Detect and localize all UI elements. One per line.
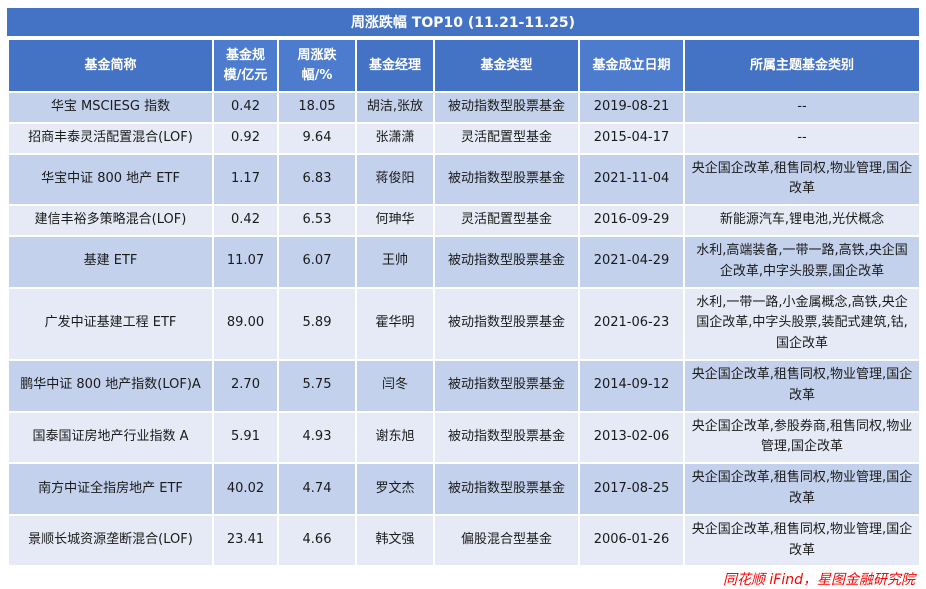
column-header: 基金类型 [433, 38, 580, 93]
weekly-change-cell: 4.66 [277, 513, 357, 568]
fund-manager-cell: 张潇潇 [355, 121, 435, 155]
table-row: 南方中证全指房地产 ETF 40.02 4.74 罗文杰 被动指数型股票基金 2017-0… [7, 462, 921, 516]
table-row: 华宝 MSCIESG 指数 0.42 18.05 胡洁,张放 被动指数型股票基金 2019… [7, 91, 921, 124]
fund-manager-cell: 霍华明 [355, 286, 435, 361]
fund-manager-cell: 闫冬 [355, 358, 435, 413]
fund-scale-cell: 89.00 [212, 286, 279, 361]
fund-scale-cell: 0.42 [212, 91, 279, 124]
fund-scale-cell: 2.70 [212, 358, 279, 413]
fund-type-cell: 灵活配置型基金 [433, 204, 580, 237]
fund-scale-cell: 0.42 [212, 204, 279, 237]
theme-category-cell: 央企国企改革,参股券商,租售同权,物业管理,国企改革 [683, 410, 921, 465]
column-header: 基金规模/亿元 [212, 38, 279, 93]
fund-type-cell: 被动指数型股票基金 [433, 286, 580, 361]
fund-type-cell: 偏股混合型基金 [433, 513, 580, 568]
fund-manager-cell: 胡洁,张放 [355, 91, 435, 124]
fund-manager-cell: 王帅 [355, 234, 435, 289]
theme-category-cell: 央企国企改革,租售同权,物业管理,国企改革 [683, 513, 921, 568]
fund-name-cell: 基建 ETF [7, 234, 214, 289]
fund-manager-cell: 何珅华 [355, 204, 435, 237]
column-header: 基金成立日期 [578, 38, 685, 93]
inception-date-cell: 2014-09-12 [578, 358, 685, 413]
table-row: 招商丰泰灵活配置混合(LOF) 0.92 9.64 张潇潇 灵活配置型基金 2015-04… [7, 121, 921, 155]
theme-category-cell: 水利,高端装备,一带一路,高铁,央企国企改革,中字头股票,国企改革 [683, 234, 921, 289]
table-row: 景顺长城资源垄断混合(LOF) 23.41 4.66 韩文强 偏股混合型基金 2006-0… [7, 513, 921, 568]
fund-type-cell: 被动指数型股票基金 [433, 234, 580, 289]
fund-scale-cell: 0.92 [212, 121, 279, 155]
theme-category-cell: 水利,一带一路,小金属概念,高铁,央企国企改革,中字头股票,装配式建筑,钴,国企… [683, 286, 921, 361]
weekly-change-cell: 6.83 [277, 152, 357, 207]
table-title: 周涨跌幅 TOP10 (11.21-11.25) [7, 8, 919, 38]
fund-name-cell: 国泰国证房地产行业指数 A [7, 410, 214, 465]
weekly-change-cell: 6.07 [277, 234, 357, 289]
column-header: 周涨跌幅/% [277, 38, 357, 93]
fund-manager-cell: 谢东旭 [355, 410, 435, 465]
fund-name-cell: 南方中证全指房地产 ETF [7, 462, 214, 516]
weekly-change-cell: 6.53 [277, 204, 357, 237]
weekly-change-cell: 9.64 [277, 121, 357, 155]
weekly-change-cell: 18.05 [277, 91, 357, 124]
table-row: 华宝中证 800 地产 ETF 1.17 6.83 蒋俊阳 被动指数型股票基金 2021-… [7, 152, 921, 207]
fund-scale-cell: 1.17 [212, 152, 279, 207]
header-row: 基金简称 基金规模/亿元 周涨跌幅/% 基金经理 基金类型 基金成立日期 所属主题基金类别 [7, 38, 921, 93]
fund-name-cell: 景顺长城资源垄断混合(LOF) [7, 513, 214, 568]
fund-type-cell: 被动指数型股票基金 [433, 462, 580, 516]
column-header: 基金简称 [7, 38, 214, 93]
table-row: 广发中证基建工程 ETF 89.00 5.89 霍华明 被动指数型股票基金 2021-06… [7, 286, 921, 361]
report-container: 周涨跌幅 TOP10 (11.21-11.25) 基金简称 基金规模/亿元 周涨跌幅… [7, 8, 921, 568]
weekly-change-cell: 4.93 [277, 410, 357, 465]
theme-category-cell: 央企国企改革,租售同权,物业管理,国企改革 [683, 152, 921, 207]
inception-date-cell: 2006-01-26 [578, 513, 685, 568]
theme-category-cell: -- [683, 91, 921, 124]
fund-scale-cell: 11.07 [212, 234, 279, 289]
fund-name-cell: 鹏华中证 800 地产指数(LOF)A [7, 358, 214, 413]
fund-manager-cell: 韩文强 [355, 513, 435, 568]
theme-category-cell: 央企国企改革,租售同权,物业管理,国企改革 [683, 462, 921, 516]
fund-scale-cell: 40.02 [212, 462, 279, 516]
fund-type-cell: 灵活配置型基金 [433, 121, 580, 155]
fund-name-cell: 华宝 MSCIESG 指数 [7, 91, 214, 124]
table-row: 鹏华中证 800 地产指数(LOF)A 2.70 5.75 闫冬 被动指数型股票基金 20… [7, 358, 921, 413]
theme-category-cell: 新能源汽车,锂电池,光伏概念 [683, 204, 921, 237]
inception-date-cell: 2019-08-21 [578, 91, 685, 124]
table-body: 华宝 MSCIESG 指数 0.42 18.05 胡洁,张放 被动指数型股票基金 2019… [7, 91, 921, 568]
fund-type-cell: 被动指数型股票基金 [433, 410, 580, 465]
fund-scale-cell: 5.91 [212, 410, 279, 465]
inception-date-cell: 2017-08-25 [578, 462, 685, 516]
fund-manager-cell: 罗文杰 [355, 462, 435, 516]
table-row: 国泰国证房地产行业指数 A 5.91 4.93 谢东旭 被动指数型股票基金 2013-02… [7, 410, 921, 465]
column-header: 所属主题基金类别 [683, 38, 921, 93]
inception-date-cell: 2016-09-29 [578, 204, 685, 237]
table-row: 建信丰裕多策略混合(LOF) 0.42 6.53 何珅华 灵活配置型基金 2016-09-… [7, 204, 921, 237]
inception-date-cell: 2021-11-04 [578, 152, 685, 207]
fund-scale-cell: 23.41 [212, 513, 279, 568]
fund-name-cell: 建信丰裕多策略混合(LOF) [7, 204, 214, 237]
table-row: 基建 ETF 11.07 6.07 王帅 被动指数型股票基金 2021-04-29 水利,高… [7, 234, 921, 289]
fund-name-cell: 华宝中证 800 地产 ETF [7, 152, 214, 207]
theme-category-cell: -- [683, 121, 921, 155]
inception-date-cell: 2021-04-29 [578, 234, 685, 289]
fund-table: 基金简称 基金规模/亿元 周涨跌幅/% 基金经理 基金类型 基金成立日期 所属主题基金类别 … [7, 38, 921, 568]
fund-name-cell: 广发中证基建工程 ETF [7, 286, 214, 361]
fund-type-cell: 被动指数型股票基金 [433, 152, 580, 207]
inception-date-cell: 2013-02-06 [578, 410, 685, 465]
fund-manager-cell: 蒋俊阳 [355, 152, 435, 207]
weekly-change-cell: 4.74 [277, 462, 357, 516]
weekly-change-cell: 5.89 [277, 286, 357, 361]
weekly-change-cell: 5.75 [277, 358, 357, 413]
source-note: 同花顺 iFind，星图金融研究院 [722, 572, 915, 589]
fund-type-cell: 被动指数型股票基金 [433, 358, 580, 413]
inception-date-cell: 2021-06-23 [578, 286, 685, 361]
fund-type-cell: 被动指数型股票基金 [433, 91, 580, 124]
column-header: 基金经理 [355, 38, 435, 93]
fund-name-cell: 招商丰泰灵活配置混合(LOF) [7, 121, 214, 155]
inception-date-cell: 2015-04-17 [578, 121, 685, 155]
theme-category-cell: 央企国企改革,租售同权,物业管理,国企改革 [683, 358, 921, 413]
